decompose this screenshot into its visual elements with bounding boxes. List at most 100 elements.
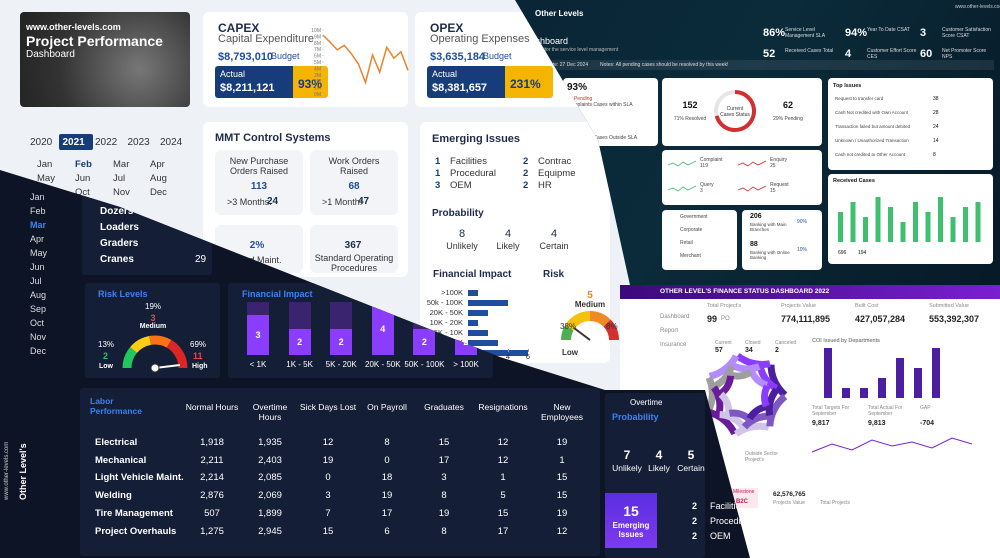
cell: 1: [559, 454, 565, 466]
cell: 3: [441, 472, 447, 484]
label: 5: [687, 448, 695, 462]
label: PO: [721, 316, 730, 322]
label: 9,813: [868, 420, 886, 427]
percent-box: [293, 66, 328, 98]
label: 2: [103, 351, 109, 361]
bar: [842, 388, 850, 398]
kpi-card: [310, 150, 398, 215]
label: Outside Sector Project's: [745, 451, 779, 463]
label: Complaints Cases within SLA: [567, 102, 633, 108]
kpi-card: [215, 150, 303, 215]
y-tick-label: 5K - 10K: [433, 328, 463, 337]
donut-segment: [766, 393, 788, 427]
label: Closed: [745, 340, 761, 346]
year-selected: [58, 134, 93, 150]
label: Corporate: [680, 227, 703, 233]
spark: [737, 185, 767, 192]
x-tick-label: 4: [505, 352, 511, 361]
status-donut: [714, 90, 756, 132]
cell: 2,214: [200, 472, 224, 484]
issues-box: [605, 493, 657, 548]
label: 8: [933, 152, 936, 158]
label: Budget: [483, 51, 512, 61]
donut-segment: [728, 409, 752, 422]
cell: 17: [497, 525, 509, 537]
month: Feb: [30, 206, 46, 216]
cell: 15: [322, 525, 334, 537]
label: 8%: [606, 322, 618, 331]
label: Customer Satisfaction Score CSAT: [942, 27, 991, 39]
row-label: Light Vehicle Maint.: [95, 472, 184, 484]
label: Operating Expenses: [430, 33, 530, 45]
label: Low: [562, 348, 578, 357]
label: 2: [523, 168, 529, 179]
donut-segment: [735, 352, 771, 368]
column-header: Graduates: [424, 402, 464, 412]
column-header: On Payroll: [367, 402, 407, 412]
coi-chart: [824, 348, 940, 398]
label: High: [192, 363, 208, 370]
labor-card: [80, 388, 600, 556]
label: 774,111,895: [781, 314, 831, 324]
trend-line: [811, 437, 973, 453]
label: Emerging Issues: [432, 133, 521, 145]
label: Loaders: [100, 222, 139, 233]
y-tick-label: 1M: [314, 86, 321, 92]
cell: 1: [500, 472, 506, 484]
tick-mark: [508, 349, 509, 352]
label: Retail: [680, 240, 693, 246]
trend: [811, 437, 973, 453]
label: 3: [920, 27, 927, 39]
label: Actual: [432, 69, 458, 79]
label: 152: [682, 100, 698, 110]
cell: 0: [384, 454, 390, 466]
label: 25: [770, 163, 776, 169]
bar: [900, 222, 906, 242]
label: 69%: [190, 340, 207, 349]
label: Canceled: [775, 340, 797, 346]
cell: 2,876: [200, 490, 224, 502]
label: and monitor the service level management: [524, 47, 619, 53]
cell: 1,899: [258, 507, 282, 519]
title-bar: [620, 285, 1000, 299]
label: 2%: [249, 240, 265, 251]
gauge-hub: [150, 363, 160, 373]
label: www.other-levels.com: [26, 22, 121, 32]
donut-segment: [708, 354, 740, 380]
gauge-arc: [589, 311, 611, 327]
bar: [468, 340, 498, 346]
cell: 507: [204, 507, 220, 519]
bar: [824, 348, 832, 398]
label: 11: [193, 351, 203, 361]
label: Certain: [539, 241, 569, 251]
label: HR: [538, 180, 552, 191]
label: 86%: [763, 27, 786, 39]
label: 9,817: [812, 420, 830, 427]
cell: 15: [556, 490, 568, 502]
bar: [896, 358, 904, 398]
cell: 2,211: [200, 454, 224, 466]
gauge-needle: [573, 327, 591, 341]
cell: 8: [384, 437, 390, 448]
label: >3 Months:: [227, 197, 272, 207]
label: Work Orders Raised: [328, 156, 380, 176]
actual-box: [215, 66, 293, 98]
label: 93%: [298, 77, 323, 91]
cell: 6: [384, 525, 390, 537]
label: Net Promoter Score NPS: [942, 48, 987, 60]
month: Jan: [30, 192, 45, 202]
donut-arc: [714, 90, 756, 132]
cell: 8: [441, 490, 447, 502]
label: Projects Value: [781, 303, 817, 309]
y-tick-label: 3M: [314, 73, 321, 79]
label: $8,793,010: [218, 51, 274, 63]
bar: [950, 217, 956, 242]
label: 3: [150, 313, 156, 323]
label: 13%: [98, 340, 115, 349]
label: 60: [920, 48, 933, 60]
month: Nov: [30, 332, 47, 342]
label: 34: [745, 347, 753, 354]
month: Oct: [75, 187, 90, 198]
y-tick-label: 50k - 100K: [426, 298, 463, 307]
